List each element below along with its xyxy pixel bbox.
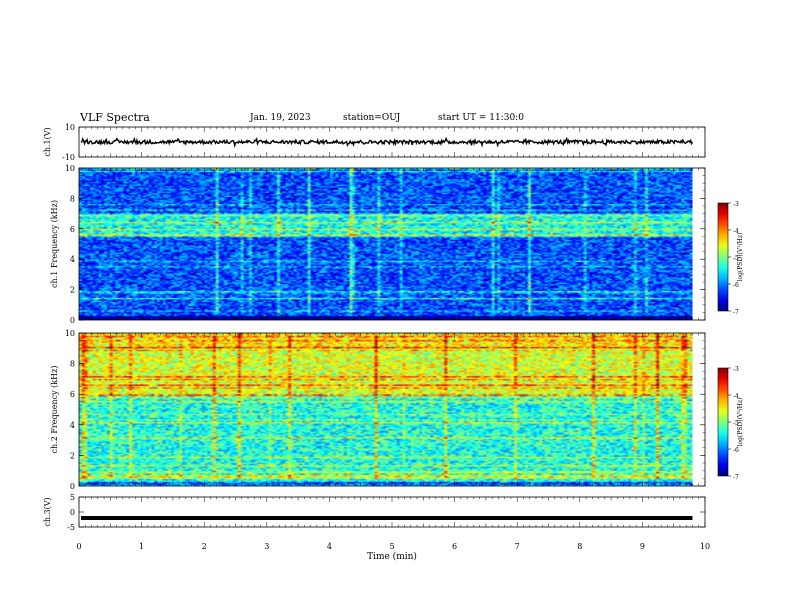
ch1-colorbar-tick-label: -5 [733,255,739,262]
ch2-colorbar [717,367,729,477]
ch1-colorbar-label: log(PSD)(V²/Hz) [737,233,744,282]
x-tick-label: 7 [515,542,520,551]
ch1-spectrogram-ytick-label: 4 [70,255,75,264]
ch1-spectrogram-image [79,168,693,320]
date-label: Jan. 19, 2023 [250,113,311,123]
ch3-waveform-ytick-label: 5 [70,493,75,502]
ch1-colorbar [717,202,729,312]
ch1-colorbar-tick-label: -4 [733,228,739,235]
ch2-spectrogram-ytick-label: 4 [70,421,75,430]
x-tick-label: 0 [76,542,81,551]
ch2-colorbar-tick-label: -7 [733,474,739,481]
x-tick-label: 8 [577,542,582,551]
ch2-colorbar-tick-label: -4 [733,393,739,400]
ch2-colorbar-tick-label: -3 [733,366,739,373]
ch3-waveform-ytick-label: -5 [67,523,75,532]
x-axis-label: Time (min) [367,551,417,562]
ch2-spectrogram-ytick-label: 8 [70,360,75,369]
ch1-spectrogram-ytick-label: 8 [70,194,75,203]
ch1-spectrogram-ytick-label: 0 [70,316,75,325]
ch1-spectrogram-ytick-label: 6 [70,225,75,234]
chart-title: VLF Spectra [80,111,150,124]
ch2-spectrogram-ytick-label: 10 [65,329,75,338]
ch1-colorbar-tick-label: -7 [733,309,739,316]
x-tick-label: 2 [202,542,207,551]
ch2-colorbar-tick-label: -5 [733,420,739,427]
ch2-spectrogram-ytick-label: 0 [70,482,75,491]
ch2-spectrogram-ytick-label: 2 [70,451,75,460]
ch2-spectrogram-ytick-label: 6 [70,390,75,399]
ch1-waveform-trace [80,136,694,149]
x-tick-label: 10 [700,542,710,551]
ch1-colorbar-tick-label: -6 [733,282,739,289]
ch2-spectrogram-image [79,333,693,486]
ch1-waveform-ylabel: ch.1(V) [43,127,52,156]
ch2-colorbar-tick-label: -6 [733,447,739,454]
x-tick-label: 3 [264,542,269,551]
ch3-waveform-ylabel: ch.3(V) [43,497,52,526]
ch1-spectrogram-ytick-label: 10 [65,164,75,173]
x-tick-label: 4 [327,542,332,551]
x-tick-label: 9 [640,542,645,551]
x-tick-label: 1 [139,542,144,551]
ch3-waveform-ytick-label: 0 [70,508,75,517]
station-label: station=OUJ [343,113,401,123]
start-time-label: start UT = 11:30:0 [438,113,524,123]
ch1-waveform-ytick-label: -10 [62,153,75,162]
ch1-waveform-ytick-label: 10 [65,123,75,132]
ch2-spectrogram-ylabel: ch.2 Frequency (kHz) [50,366,59,454]
ch1-colorbar-tick-label: -3 [733,201,739,208]
ch1-spectrogram-ytick-label: 2 [70,286,75,295]
x-tick-label: 5 [389,542,394,551]
ch1-spectrogram-ylabel: ch.1 Frequency (kHz) [50,200,59,288]
ch2-colorbar-label: log(PSD)(V²/Hz) [737,398,744,447]
x-tick-label: 6 [452,542,457,551]
